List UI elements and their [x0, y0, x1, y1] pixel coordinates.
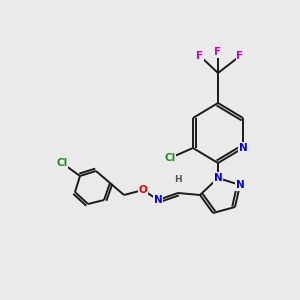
Text: Cl: Cl: [164, 153, 175, 163]
Text: N: N: [236, 180, 244, 190]
Text: N: N: [154, 195, 162, 205]
Text: F: F: [214, 47, 222, 57]
Text: Cl: Cl: [56, 158, 68, 168]
Text: O: O: [139, 185, 147, 195]
Text: F: F: [196, 51, 204, 61]
Text: H: H: [174, 176, 182, 184]
Text: F: F: [236, 51, 244, 61]
Text: N: N: [238, 143, 247, 153]
Text: N: N: [214, 173, 222, 183]
